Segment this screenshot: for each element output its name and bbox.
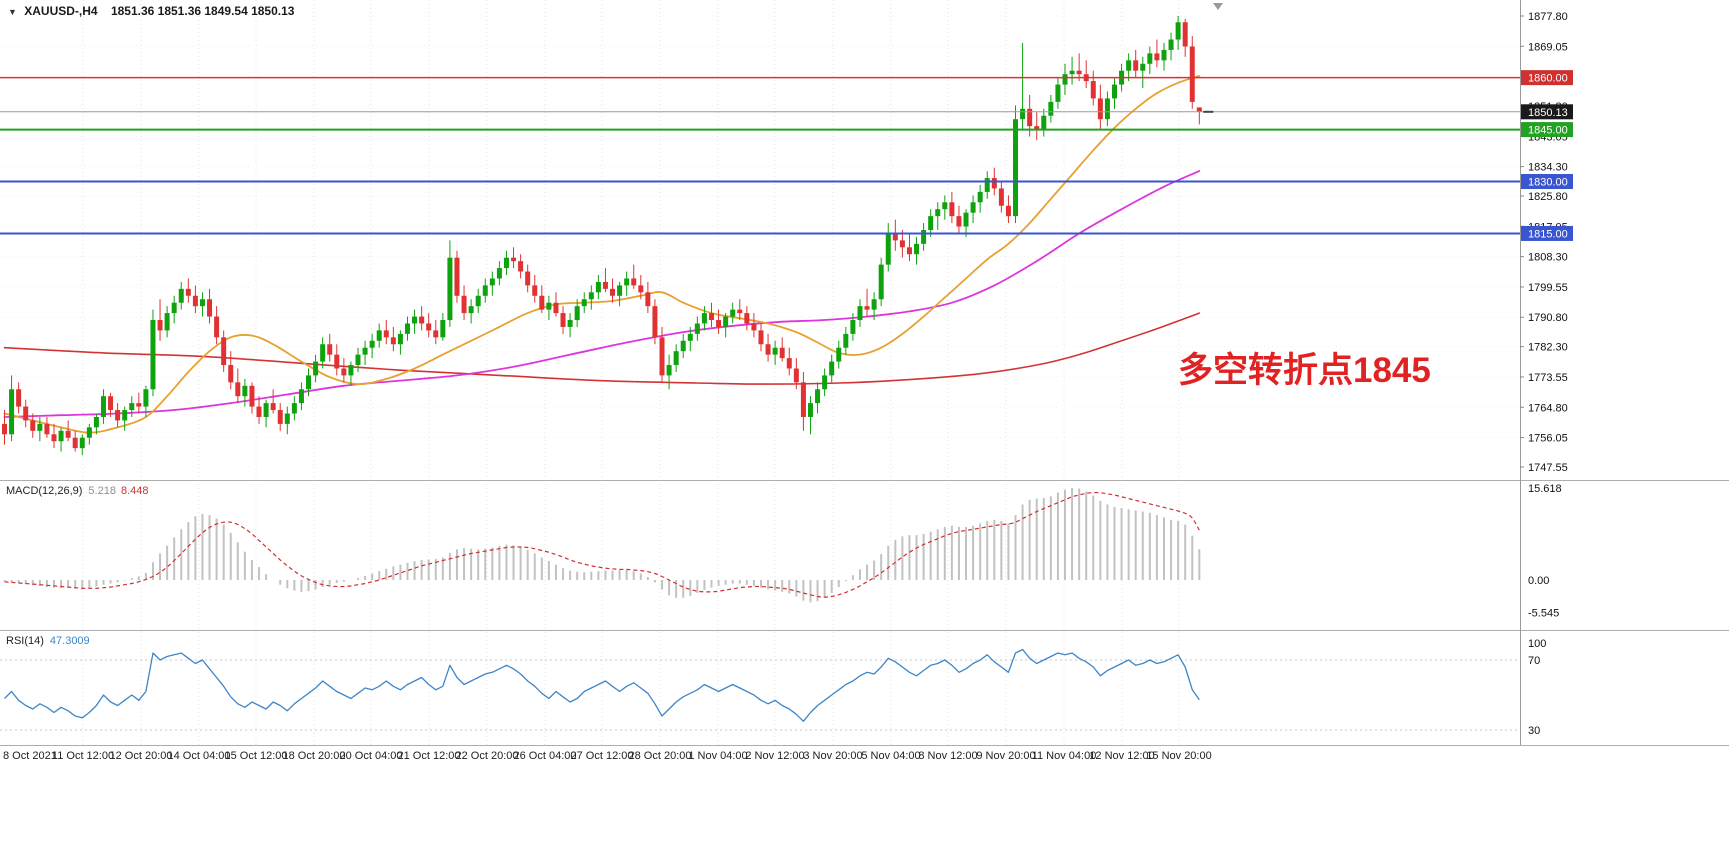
svg-text:28 Oct 20:00: 28 Oct 20:00	[629, 750, 692, 762]
macd-name: MACD(12,26,9)	[6, 485, 83, 497]
svg-text:18 Oct 20:00: 18 Oct 20:00	[283, 750, 346, 762]
moving-average-lines	[3, 75, 1201, 434]
svg-text:8 Oct 2021: 8 Oct 2021	[3, 750, 57, 762]
svg-text:1825.80: 1825.80	[1528, 191, 1568, 203]
svg-text:14 Oct 04:00: 14 Oct 04:00	[168, 750, 231, 762]
svg-text:1782.30: 1782.30	[1528, 342, 1568, 354]
one-click-trading-arrow[interactable]: ▼	[8, 7, 17, 17]
svg-text:1756.05: 1756.05	[1528, 433, 1568, 445]
rsi-name: RSI(14)	[6, 635, 44, 647]
svg-text:5 Nov 04:00: 5 Nov 04:00	[861, 750, 920, 762]
panel-dividers	[0, 480, 1729, 746]
rsi-value: 47.3009	[49, 635, 90, 647]
macd-main-value: 5.218	[88, 485, 116, 497]
svg-text:1808.30: 1808.30	[1528, 252, 1568, 264]
svg-text:-5.545: -5.545	[1528, 608, 1559, 620]
level-lines[interactable]	[0, 76, 1520, 235]
svg-text:8 Nov 12:00: 8 Nov 12:00	[918, 750, 977, 762]
candlesticks	[2, 16, 1202, 456]
svg-text:1773.55: 1773.55	[1528, 372, 1568, 384]
svg-text:1834.30: 1834.30	[1528, 162, 1568, 174]
svg-text:3 Nov 20:00: 3 Nov 20:00	[803, 750, 862, 762]
svg-text:0.00: 0.00	[1528, 575, 1549, 587]
chart-header: ▼ XAUUSD-,H4 1851.36 1851.36 1849.54 185…	[8, 4, 294, 18]
svg-text:1790.80: 1790.80	[1528, 312, 1568, 324]
svg-text:1764.80: 1764.80	[1528, 402, 1568, 414]
svg-text:27 Oct 12:00: 27 Oct 12:00	[571, 750, 634, 762]
svg-text:20 Oct 04:00: 20 Oct 04:00	[340, 750, 403, 762]
svg-text:1877.80: 1877.80	[1528, 11, 1568, 23]
svg-text:1830.00: 1830.00	[1528, 177, 1568, 189]
svg-text:1845.00: 1845.00	[1528, 125, 1568, 137]
rsi-panel[interactable]	[0, 648, 1520, 731]
svg-text:1 Nov 04:00: 1 Nov 04:00	[688, 750, 747, 762]
macd-signal-value: 8.448	[120, 485, 149, 497]
svg-text:70: 70	[1528, 655, 1540, 667]
svg-text:30: 30	[1528, 725, 1540, 737]
svg-text:12 Nov 12:00: 12 Nov 12:00	[1089, 750, 1154, 762]
svg-text:9 Nov 20:00: 9 Nov 20:00	[976, 750, 1035, 762]
rsi-indicator-label: RSI(14) 47.3009	[6, 635, 90, 647]
svg-text:11 Nov 04:00: 11 Nov 04:00	[1032, 750, 1097, 762]
macd-panel[interactable]	[3, 487, 1201, 603]
svg-text:1850.13: 1850.13	[1528, 107, 1568, 119]
svg-text:2 Nov 12:00: 2 Nov 12:00	[745, 750, 804, 762]
text-annotation[interactable]: 多空转折点1845	[1178, 351, 1431, 390]
svg-text:12 Oct 20:00: 12 Oct 20:00	[110, 750, 173, 762]
svg-text:15 Oct 12:00: 15 Oct 12:00	[225, 750, 288, 762]
svg-text:26 Oct 04:00: 26 Oct 04:00	[514, 750, 577, 762]
grid-lines	[0, 0, 1520, 745]
svg-text:15 Nov 20:00: 15 Nov 20:00	[1146, 750, 1211, 762]
svg-text:1747.55: 1747.55	[1528, 462, 1568, 474]
svg-text:1815.00: 1815.00	[1528, 228, 1568, 240]
svg-text:1860.00: 1860.00	[1528, 73, 1568, 85]
price-axis[interactable]: 1877.801869.051860.301851.801843.051834.…	[1520, 0, 1573, 745]
svg-text:1799.55: 1799.55	[1528, 282, 1568, 294]
chart-shift-marker[interactable]	[1213, 3, 1223, 10]
svg-text:21 Oct 12:00: 21 Oct 12:00	[398, 750, 461, 762]
svg-text:11 Oct 12:00: 11 Oct 12:00	[52, 750, 114, 762]
macd-indicator-label: MACD(12,26,9) 5.218 8.448	[6, 485, 148, 497]
svg-text:1869.05: 1869.05	[1528, 41, 1568, 53]
svg-text:15.618: 15.618	[1528, 483, 1562, 495]
symbol-timeframe-label: XAUUSD-,H4	[24, 4, 98, 18]
ohlc-readout: 1851.36 1851.36 1849.54 1850.13	[110, 4, 295, 18]
svg-text:100: 100	[1528, 638, 1546, 650]
svg-text:22 Oct 20:00: 22 Oct 20:00	[456, 750, 519, 762]
